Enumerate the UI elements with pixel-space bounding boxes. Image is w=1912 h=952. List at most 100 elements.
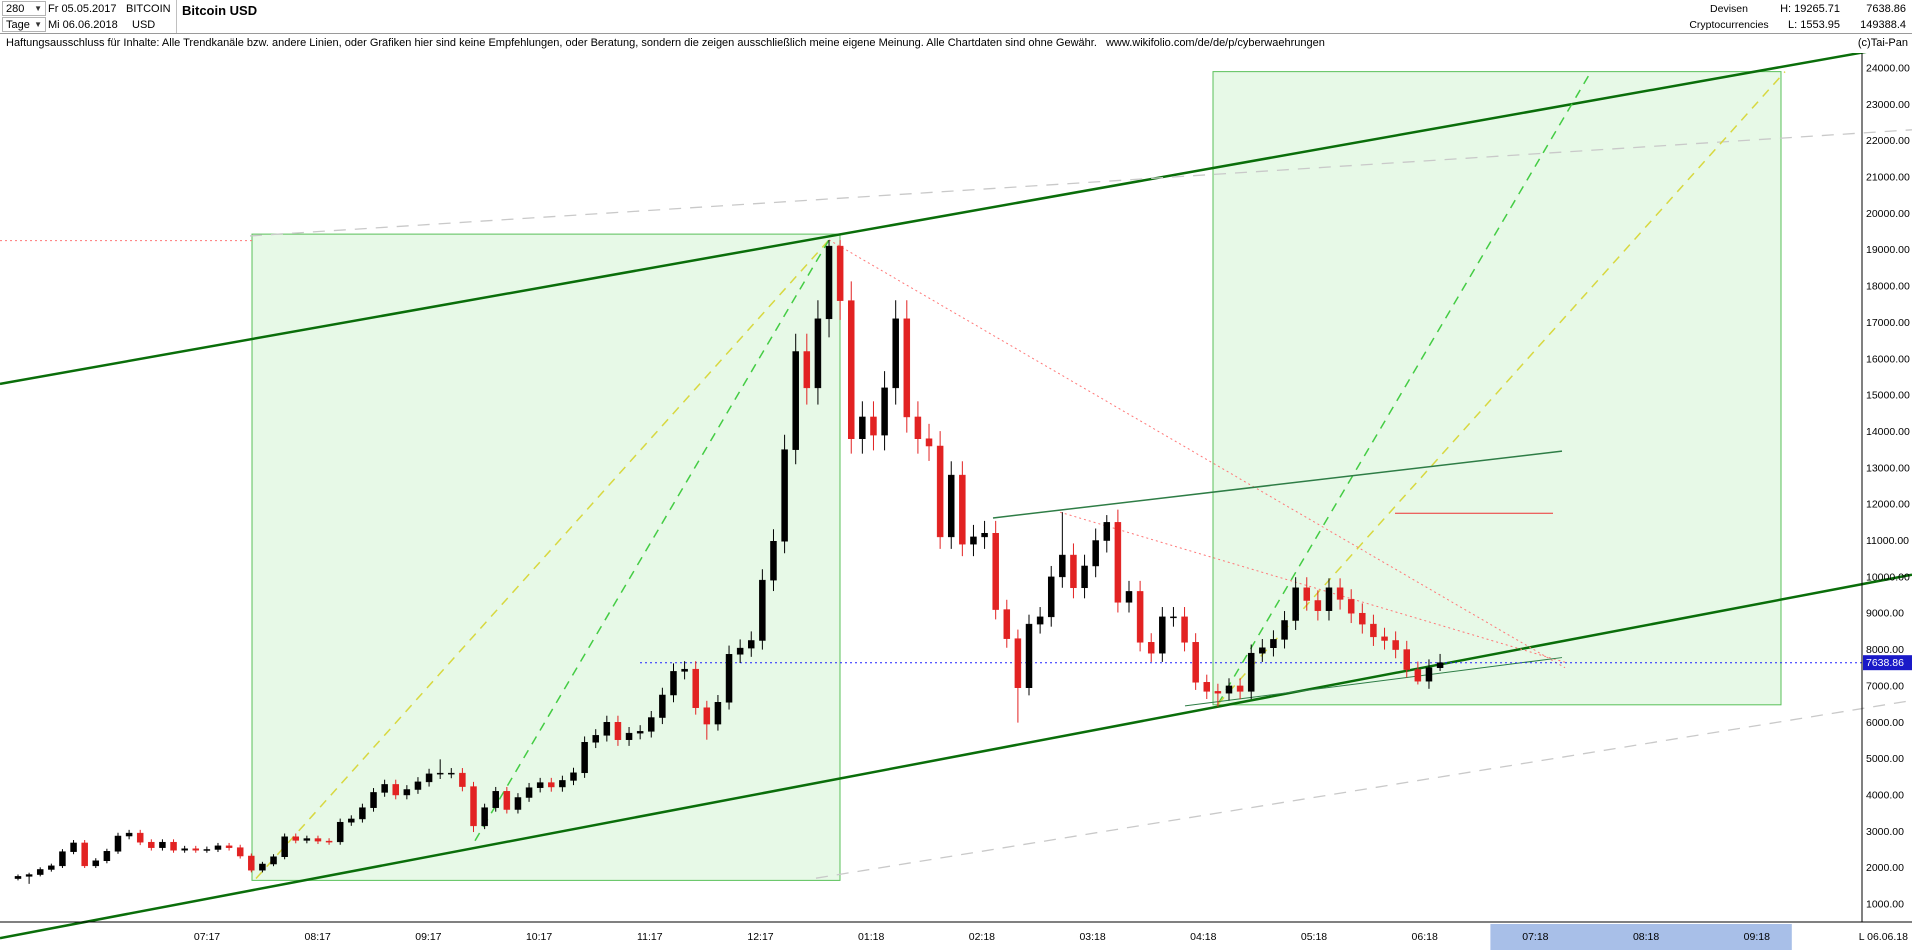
candle-body xyxy=(859,416,866,439)
candle-body xyxy=(736,647,744,655)
x-axis-label: 12:17 xyxy=(747,931,773,943)
candle-body xyxy=(14,876,22,879)
y-axis-label: 10000.00 xyxy=(1866,571,1910,583)
candle-body xyxy=(1359,612,1366,625)
parallel-gray-upper xyxy=(249,129,1912,237)
candle-body xyxy=(992,533,999,610)
candle-body xyxy=(692,668,699,708)
candle-body xyxy=(1159,616,1166,654)
candle-body xyxy=(836,245,844,301)
candle-body xyxy=(114,835,122,852)
x-axis-end-label: L 06.06.18 xyxy=(1859,931,1908,943)
candle-body xyxy=(414,781,422,790)
candle-body xyxy=(1003,609,1011,639)
candle-body xyxy=(936,445,944,538)
chart-title: Bitcoin USD xyxy=(182,3,258,18)
candle-body xyxy=(1047,576,1055,618)
candle-body xyxy=(548,782,555,788)
candle-body xyxy=(536,782,544,788)
candle-body xyxy=(1036,616,1044,625)
candle-body xyxy=(1303,587,1311,601)
candle-body xyxy=(1192,642,1199,683)
future-period-highlight xyxy=(1490,924,1792,950)
candle-body xyxy=(881,387,888,436)
candle-body xyxy=(159,841,166,848)
last-price-value: 7638.86 xyxy=(1866,3,1906,15)
x-axis-label: 05:18 xyxy=(1301,931,1327,943)
candle-body xyxy=(192,848,200,851)
timeframe-dropdown[interactable]: Tage ▼ xyxy=(2,17,46,32)
y-axis-label: 12000.00 xyxy=(1866,499,1910,511)
trend-channel-upper xyxy=(0,42,1912,386)
candle-body xyxy=(1059,554,1066,578)
current-price-badge-bg xyxy=(1863,655,1912,671)
candle-body xyxy=(1114,522,1122,603)
y-axis-label: 13000.00 xyxy=(1866,462,1910,474)
candle-body xyxy=(403,789,411,796)
y-axis-label: 19000.00 xyxy=(1866,244,1910,256)
x-axis-label: 08:17 xyxy=(305,931,331,943)
candle-body xyxy=(1081,565,1088,589)
candle-body xyxy=(1281,620,1288,640)
candle-body xyxy=(903,318,911,418)
candle-body xyxy=(236,847,244,857)
candle-body xyxy=(1225,685,1233,694)
candle-body xyxy=(436,772,444,775)
disclaimer-bar: Haftungsausschluss für Inhalte: Alle Tre… xyxy=(0,34,1912,53)
y-axis-label: 3000.00 xyxy=(1866,826,1904,838)
candlestick-series xyxy=(14,240,1444,884)
candle-body xyxy=(81,842,88,867)
y-axis-label: 17000.00 xyxy=(1866,317,1910,329)
resistance-line xyxy=(992,450,1563,519)
candle-body xyxy=(470,786,477,827)
disclaimer-url: www.wikifolio.com/de/de/p/cyberwaehrunge… xyxy=(1105,37,1325,49)
rally-projection-green-1 xyxy=(474,239,830,842)
candle-body xyxy=(703,707,711,725)
start-date-field[interactable]: Fr 05.05.2017 xyxy=(48,3,117,15)
y-axis-label: 9000.00 xyxy=(1866,608,1904,620)
candle-body xyxy=(514,797,522,810)
candle-body xyxy=(848,300,855,439)
candle-body xyxy=(392,784,399,796)
candle-body xyxy=(314,838,322,842)
candle-body xyxy=(303,838,311,841)
candle-body xyxy=(359,807,366,820)
y-axis-label: 18000.00 xyxy=(1866,281,1910,293)
candle-body xyxy=(492,791,499,808)
candle-body xyxy=(947,474,955,538)
period-high-label: H: 19265.71 xyxy=(1780,3,1840,15)
candle-body xyxy=(292,836,299,841)
chevron-down-icon: ▼ xyxy=(34,20,42,29)
y-axis-label: 7000.00 xyxy=(1866,680,1904,692)
candle-body xyxy=(1125,591,1133,603)
candle-body xyxy=(125,832,133,837)
candle-body xyxy=(259,863,266,871)
candle-body xyxy=(48,865,55,870)
y-axis-label: 14000.00 xyxy=(1866,426,1910,438)
parallel-gray-lower xyxy=(815,699,1912,879)
candle-body xyxy=(425,773,433,783)
candle-body xyxy=(925,438,933,447)
candle-body xyxy=(592,735,599,743)
candle-body xyxy=(92,860,100,867)
candle-body xyxy=(25,874,33,877)
end-date-field[interactable]: Mi 06.06.2018 xyxy=(48,19,118,31)
candle-body xyxy=(459,772,466,787)
candle-body xyxy=(203,849,211,851)
candle-body xyxy=(748,640,755,649)
candle-body xyxy=(1103,522,1111,541)
candle-body xyxy=(970,536,977,545)
candle-body xyxy=(1070,554,1077,589)
candle-body xyxy=(1425,667,1433,682)
y-axis-label: 20000.00 xyxy=(1866,208,1910,220)
candle-body xyxy=(270,856,277,865)
y-axis-label: 1000.00 xyxy=(1866,899,1904,911)
candle-body xyxy=(1370,623,1377,638)
candle-body xyxy=(1336,587,1344,600)
current-price-badge: 7638.86 xyxy=(1863,655,1912,671)
candle-body xyxy=(1403,649,1410,670)
period-dropdown[interactable]: 280 ▼ xyxy=(2,1,46,16)
y-axis-label: 2000.00 xyxy=(1866,862,1904,874)
candle-body xyxy=(59,851,66,867)
